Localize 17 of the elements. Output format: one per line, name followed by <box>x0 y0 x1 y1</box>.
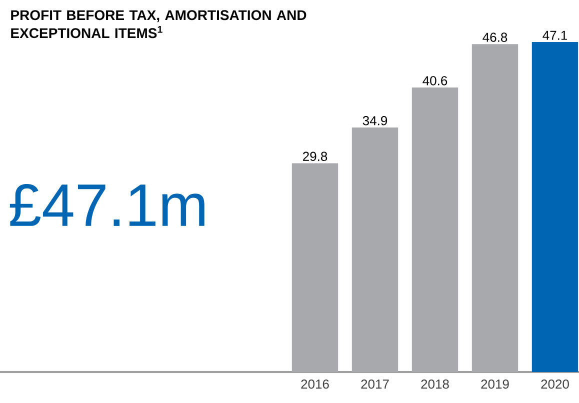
data-label: 40.6 <box>422 76 448 86</box>
bar <box>472 44 518 372</box>
x-tick-label: 2020 <box>541 380 569 389</box>
data-label: 34.9 <box>362 116 388 126</box>
text: £47.1m <box>10 184 204 226</box>
bar <box>412 88 458 372</box>
data-label: 29.8 <box>303 152 328 161</box>
bar <box>532 42 578 372</box>
bar <box>292 163 338 372</box>
x-tick-label: 2016 <box>301 380 329 389</box>
text: PROFIT BEFORE TAX, AMORTISATION AND EXCEPTIONAL ITEMS$^{1}$ <box>11 10 306 38</box>
data-label: 46.8 <box>482 32 508 42</box>
x-tick-label: 2017 <box>361 380 389 389</box>
x-tick-label: 2019 <box>481 380 509 389</box>
data-label: 47.1 <box>542 30 568 40</box>
bar <box>352 127 398 372</box>
x-tick-label: 2018 <box>421 380 449 389</box>
